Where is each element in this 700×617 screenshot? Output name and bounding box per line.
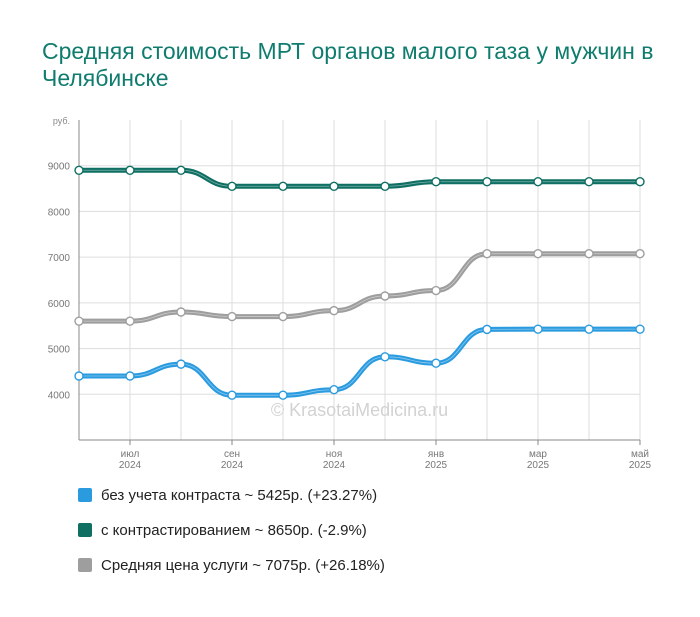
legend-label: без учета контраста ~ 5425р. (+23.27%) xyxy=(101,486,378,504)
x-tick-label-year: 2025 xyxy=(425,460,448,471)
data-point xyxy=(176,359,186,369)
legend-swatch xyxy=(78,488,92,502)
data-point xyxy=(278,390,288,400)
x-tick-label-month: янв xyxy=(428,449,444,460)
data-point xyxy=(431,358,441,368)
legend-swatch xyxy=(78,523,92,537)
data-point xyxy=(176,165,186,175)
data-point xyxy=(533,249,543,259)
series-line xyxy=(76,167,643,189)
x-tick-label-month: май xyxy=(631,449,649,460)
x-tick-label-year: 2024 xyxy=(323,460,346,471)
data-point xyxy=(380,352,390,362)
data-point xyxy=(329,181,339,191)
data-point xyxy=(278,311,288,322)
data-point xyxy=(227,181,237,191)
data-point xyxy=(635,324,645,334)
y-tick-label: 6000 xyxy=(48,299,71,310)
legend-item-no-contrast[interactable]: без учета контраста ~ 5425р. (+23.27%) xyxy=(78,485,385,505)
x-tick-label-month: мар xyxy=(529,449,547,460)
data-point xyxy=(329,385,339,395)
data-point xyxy=(431,177,441,187)
data-point xyxy=(482,249,492,259)
y-tick-label: 5000 xyxy=(48,345,71,356)
legend-label: с контрастированием ~ 8650р. (-2.9%) xyxy=(101,521,367,539)
data-point xyxy=(74,371,84,381)
legend-item-average[interactable]: Средняя цена услуги ~ 7075р. (+26.18%) xyxy=(78,555,385,575)
chart-title: Средняя стоимость МРТ органов малого таз… xyxy=(42,38,654,91)
data-point xyxy=(74,316,84,326)
data-point xyxy=(329,305,339,316)
series-line xyxy=(76,251,643,324)
y-axis-unit-label: руб. xyxy=(53,116,70,126)
y-tick-label: 7000 xyxy=(48,253,71,264)
data-point xyxy=(227,311,237,322)
x-tick-label-year: 2025 xyxy=(527,460,550,471)
data-point xyxy=(584,177,594,187)
x-tick-label-month: ноя xyxy=(326,449,343,460)
legend-label: Средняя цена услуги ~ 7075р. (+26.18%) xyxy=(101,556,385,574)
data-point xyxy=(482,324,492,335)
series-0 xyxy=(74,324,645,400)
x-tick-label-year: 2025 xyxy=(629,460,652,471)
series-1 xyxy=(74,165,645,191)
data-point xyxy=(278,181,288,191)
data-point xyxy=(431,285,441,296)
y-tick-label: 9000 xyxy=(48,162,71,173)
x-tick-label-year: 2024 xyxy=(119,460,142,471)
data-point xyxy=(125,165,135,175)
y-tick-label: 4000 xyxy=(48,390,71,401)
watermark: © KrasotaiMedicina.ru xyxy=(271,400,448,420)
legend-item-with-contrast[interactable]: с контрастированием ~ 8650р. (-2.9%) xyxy=(78,520,385,540)
data-point xyxy=(125,371,135,381)
legend-swatch xyxy=(78,558,92,572)
data-point xyxy=(227,390,237,400)
data-point xyxy=(482,177,492,187)
data-point xyxy=(380,291,390,301)
legend: без учета контраста ~ 5425р. (+23.27%) с… xyxy=(78,485,385,590)
series-line xyxy=(76,326,643,398)
data-point xyxy=(125,316,135,326)
data-point xyxy=(533,324,543,334)
y-tick-label: 8000 xyxy=(48,207,71,218)
data-point xyxy=(380,181,390,191)
data-point xyxy=(635,249,645,259)
series-line-highlight xyxy=(79,253,640,322)
data-point xyxy=(533,177,543,187)
x-tick-label-month: июл xyxy=(121,449,140,460)
x-tick-label-month: сен xyxy=(224,449,240,460)
x-tick-label-year: 2024 xyxy=(221,460,244,471)
series-2 xyxy=(74,249,645,326)
series-line-highlight xyxy=(79,328,640,396)
data-point xyxy=(74,165,84,175)
data-point xyxy=(584,324,594,334)
data-point xyxy=(584,249,594,259)
data-point xyxy=(176,307,186,317)
data-point xyxy=(635,177,645,187)
